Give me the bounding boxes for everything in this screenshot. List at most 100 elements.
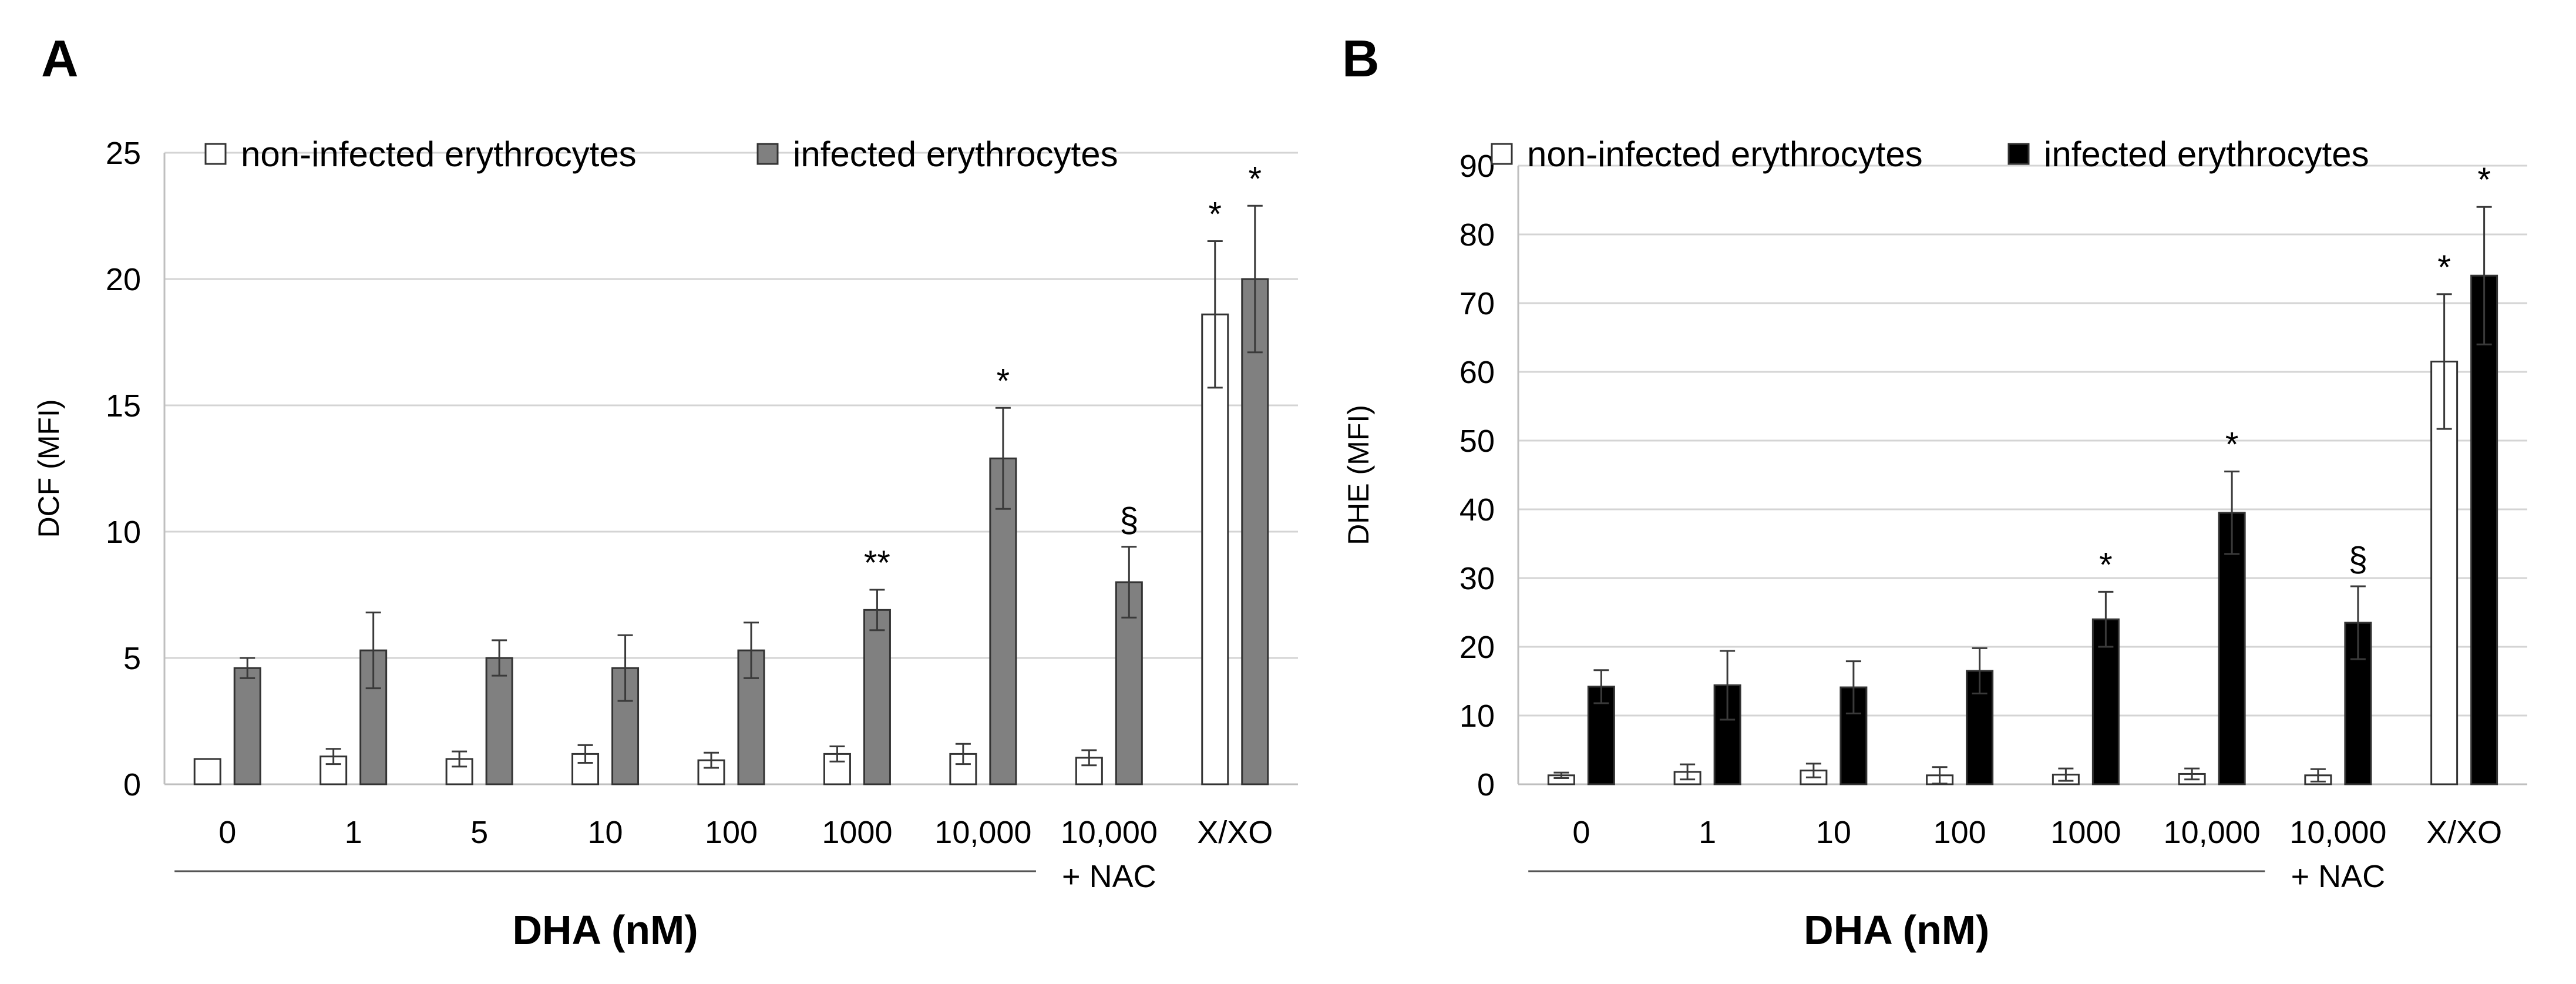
legend-swatch bbox=[756, 143, 779, 165]
legend-label: infected erythrocytes bbox=[793, 135, 1118, 174]
error-bar bbox=[2058, 767, 2074, 782]
y-tick-label: 50 bbox=[1459, 424, 1495, 459]
y-tick-label: 15 bbox=[106, 388, 141, 424]
error-bar bbox=[240, 657, 255, 679]
significance-marker: § bbox=[2349, 540, 2368, 579]
y-tick-label: 40 bbox=[1459, 492, 1495, 528]
significance-marker: * bbox=[2225, 426, 2239, 464]
error-bar bbox=[1805, 763, 1821, 778]
bar-infected-erythrocytes bbox=[1241, 278, 1269, 785]
error-bar bbox=[2224, 471, 2240, 555]
x-axis-label: DHA (nM) bbox=[512, 907, 698, 953]
x-tick-label: 10,000 bbox=[934, 815, 1031, 850]
y-tick-label: 25 bbox=[106, 136, 141, 171]
error-bar bbox=[1680, 763, 1696, 781]
x-tick-label: 1000 bbox=[822, 815, 892, 850]
error-bar bbox=[1081, 749, 1097, 767]
error-bar bbox=[955, 743, 971, 765]
legend: non-infected erythrocytes infected erythr… bbox=[204, 135, 1118, 174]
y-tick-label: 20 bbox=[106, 262, 141, 297]
error-bar bbox=[1845, 660, 1861, 714]
error-bar bbox=[1720, 650, 1736, 721]
error-bar bbox=[325, 748, 341, 765]
y-tick-label: 5 bbox=[123, 641, 141, 676]
error-bar bbox=[2350, 585, 2366, 660]
error-bar bbox=[1932, 766, 1948, 785]
error-bar bbox=[365, 612, 381, 690]
bar-infected-erythrocytes bbox=[233, 667, 261, 785]
bar-non-infected-erythrocytes bbox=[193, 758, 221, 785]
panel-label: A bbox=[41, 29, 79, 88]
error-bar bbox=[1553, 771, 1569, 779]
y-tick-label: 20 bbox=[1459, 630, 1495, 665]
error-bar bbox=[1972, 647, 1988, 695]
y-tick-label: 30 bbox=[1459, 561, 1495, 596]
y-axis-label: DHE (MFI) bbox=[1342, 405, 1375, 545]
y-tick-label: 60 bbox=[1459, 355, 1495, 390]
x-tick-label: 10 bbox=[588, 815, 623, 850]
panel-label: B bbox=[1342, 29, 1380, 88]
error-bar bbox=[829, 745, 845, 763]
significance-marker: * bbox=[1248, 160, 1262, 198]
legend-label: infected erythrocytes bbox=[2044, 135, 2369, 174]
x-tick-label: 100 bbox=[705, 815, 758, 850]
error-bar bbox=[1247, 204, 1263, 354]
significance-marker: * bbox=[1208, 196, 1222, 234]
bar-infected-erythrocytes bbox=[2470, 274, 2498, 785]
x-tick-label: 10,000 bbox=[2164, 815, 2261, 850]
bar-infected-erythrocytes bbox=[611, 667, 640, 785]
y-tick-label: 10 bbox=[1459, 698, 1495, 734]
x-tick-label: X/XO bbox=[2426, 815, 2502, 850]
x-tick-label: 0 bbox=[1572, 815, 1590, 850]
y-tick-label: 0 bbox=[1477, 767, 1495, 802]
error-bar bbox=[617, 634, 633, 702]
bar-infected-erythrocytes bbox=[485, 657, 513, 785]
error-bar bbox=[2310, 768, 2326, 783]
x-tick-label: 5 bbox=[470, 815, 488, 850]
error-bar bbox=[492, 639, 507, 677]
bar-non-infected-erythrocytes bbox=[2430, 360, 2459, 785]
y-tick-label: 10 bbox=[106, 515, 141, 550]
significance-marker: * bbox=[2437, 248, 2451, 287]
chart-panel-b: B 0 10 20 30 40 50 60 70 80 90 DHE (MFI) * * * § * 0 1 10 10… bbox=[1342, 29, 2527, 953]
significance-marker: * bbox=[2477, 161, 2491, 199]
x-tick-label: 1 bbox=[345, 815, 362, 850]
error-bar bbox=[869, 589, 885, 632]
bar-infected-erythrocytes bbox=[863, 609, 891, 785]
x-tick-label: 10 bbox=[1816, 815, 1851, 850]
y-tick-label: 90 bbox=[1459, 149, 1495, 184]
bar-infected-erythrocytes bbox=[1587, 686, 1615, 785]
x-tick-label: 100 bbox=[1933, 815, 1986, 850]
significance-marker: * bbox=[997, 362, 1010, 400]
bar-non-infected-erythrocytes bbox=[1201, 313, 1229, 785]
error-bar bbox=[704, 751, 719, 769]
x-axis-label: DHA (nM) bbox=[1804, 907, 1989, 953]
error-bar bbox=[744, 622, 759, 679]
error-bar bbox=[1207, 240, 1223, 389]
legend-label: non-infected erythrocytes bbox=[1527, 135, 1923, 174]
error-bar bbox=[2476, 206, 2492, 345]
legend: non-infected erythrocytes infected erythr… bbox=[1491, 135, 2369, 174]
legend-swatch bbox=[1491, 143, 1513, 165]
x-tick-label: 1 bbox=[1699, 815, 1716, 850]
bar-infected-erythrocytes bbox=[2218, 512, 2246, 785]
error-bar bbox=[2098, 590, 2114, 648]
error-bar bbox=[2436, 293, 2452, 430]
y-tick-label: 0 bbox=[123, 767, 141, 802]
error-bar bbox=[577, 744, 593, 764]
x-tick-label: X/XO bbox=[1197, 815, 1273, 850]
error-bar bbox=[995, 407, 1011, 510]
error-bar bbox=[2184, 767, 2200, 781]
error-bar bbox=[1121, 546, 1137, 619]
x-tick-label: + NAC bbox=[1062, 859, 1156, 894]
legend-swatch bbox=[204, 143, 227, 165]
x-tick-label: 0 bbox=[218, 815, 236, 850]
error-bar bbox=[452, 750, 468, 768]
significance-marker: * bbox=[2099, 546, 2113, 584]
x-tick-label: 10,000 bbox=[1061, 815, 1158, 850]
x-tick-label: 10,000 bbox=[2289, 815, 2386, 850]
x-tick-label: 1000 bbox=[2050, 815, 2121, 850]
legend-label: non-infected erythrocytes bbox=[241, 135, 637, 174]
